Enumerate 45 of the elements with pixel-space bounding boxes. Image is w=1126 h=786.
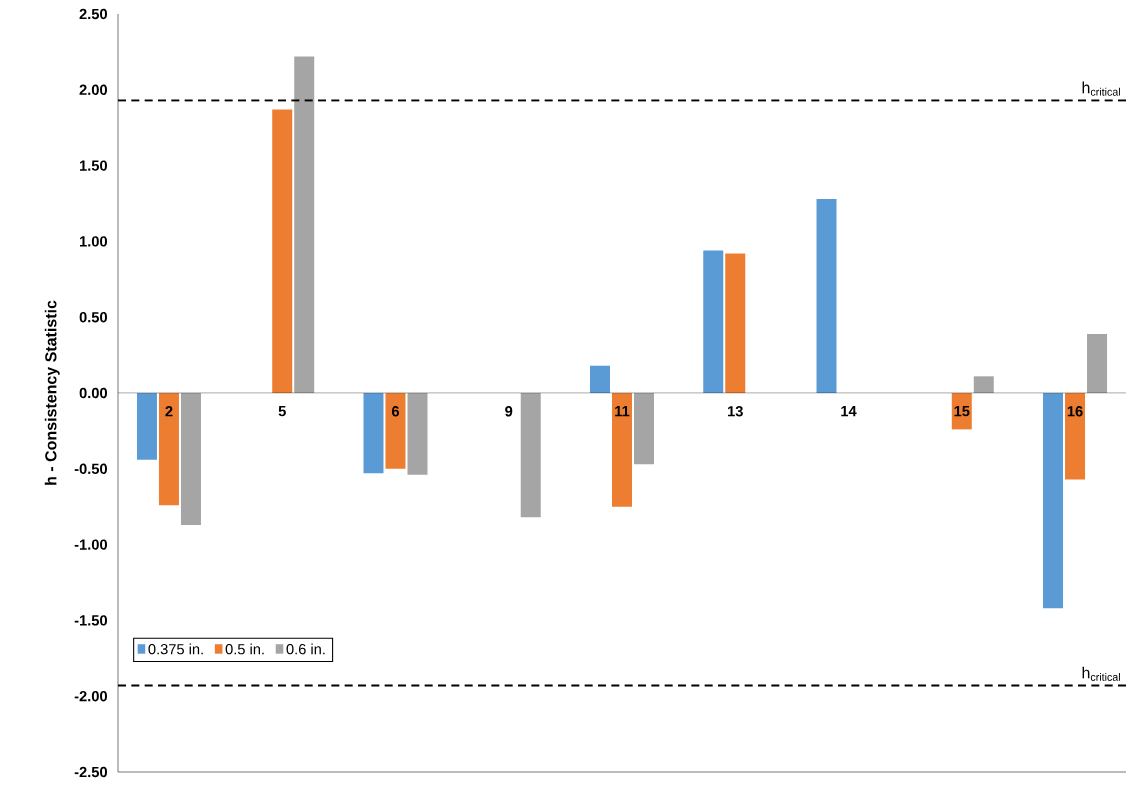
y-tick-label: -2.00	[74, 691, 107, 702]
legend-label: 0.5 in.	[225, 643, 264, 655]
y-axis-title: h - Consistency Statistic	[44, 300, 60, 485]
bar	[180, 393, 201, 525]
y-tick-label: -1.00	[74, 539, 107, 550]
x-tick-label: 5	[278, 406, 286, 417]
legend-label: 0.375 in.	[148, 643, 203, 655]
bar	[725, 253, 746, 393]
y-tick-label: 1.00	[79, 236, 107, 247]
bar	[973, 376, 994, 393]
bar	[294, 56, 315, 393]
y-tick-label: 0.50	[79, 312, 107, 323]
bar	[634, 393, 654, 465]
bar	[136, 393, 157, 460]
bar	[612, 393, 632, 507]
bar	[1065, 393, 1086, 480]
x-tick-label: 9	[505, 406, 513, 417]
bar	[590, 365, 610, 393]
ref-line-label: h$_{critical}$	[1082, 81, 1120, 96]
bar	[272, 109, 293, 393]
bar	[1043, 393, 1064, 609]
x-tick-label: 6	[391, 406, 400, 417]
x-tick-label: 13	[728, 406, 743, 417]
y-tick-label: -0.50	[74, 463, 107, 474]
y-tick-label: 2.50	[79, 8, 107, 20]
y-tick-label: -2.50	[74, 766, 107, 778]
x-tick-label: 15	[954, 406, 970, 417]
bar	[520, 393, 541, 518]
y-tick-label: -1.50	[74, 615, 107, 626]
y-tick-label: 1.50	[79, 160, 107, 171]
y-tick-label: 0.00	[79, 387, 107, 399]
y-tick-label: 2.00	[79, 84, 107, 95]
x-tick-label: 11	[615, 406, 630, 417]
bar	[1087, 333, 1108, 393]
x-tick-label: 14	[841, 406, 857, 417]
x-tick-label: 2	[165, 406, 173, 417]
bar	[703, 250, 724, 393]
x-tick-label: 16	[1067, 406, 1083, 417]
bar	[407, 393, 428, 475]
bar	[363, 393, 384, 474]
bar	[816, 198, 837, 393]
ref-line-label: h$_{critical}$	[1082, 666, 1120, 681]
legend-label: 0.6 in.	[286, 643, 325, 655]
bar	[385, 393, 406, 469]
bar	[158, 393, 179, 506]
